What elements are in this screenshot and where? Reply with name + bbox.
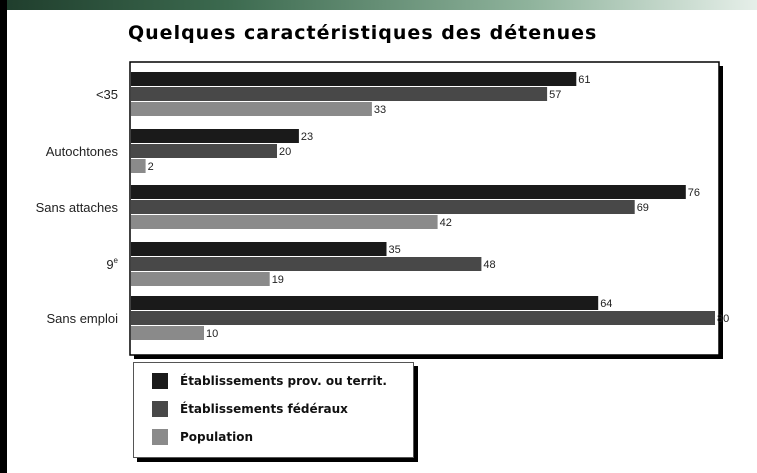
legend-box: Établissements prov. ou territ. Établiss…	[133, 362, 414, 458]
legend-swatch	[152, 401, 168, 417]
legend-swatch	[152, 373, 168, 389]
legend-label: Établissements fédéraux	[180, 402, 348, 416]
left-border-bar	[0, 0, 7, 473]
bar	[131, 159, 146, 173]
value-labels-group: 61 57 33 23 20 2 76 69 42 35 48 19 64 80 10	[148, 74, 730, 340]
top-gradient-bar	[0, 0, 757, 10]
bar	[131, 257, 482, 271]
category-labels-group: <35 Autochtones Sans attaches 9e Sans emploi	[36, 87, 119, 326]
chart-title: Quelques caractéristiques des détenues	[128, 22, 598, 44]
legend-label: Population	[180, 430, 254, 444]
value-label: 19	[272, 274, 284, 286]
bar	[131, 311, 715, 325]
legend-item: Établissements fédéraux	[152, 399, 348, 419]
value-label: 2	[148, 161, 154, 173]
bar	[131, 129, 299, 143]
value-label: 42	[440, 217, 452, 229]
category-label: Autochtones	[46, 144, 119, 159]
value-label: 80	[717, 313, 729, 325]
value-label: 20	[279, 146, 291, 158]
legend-item: Établissements prov. ou territ.	[152, 371, 387, 391]
category-label: Sans attaches	[36, 200, 119, 215]
bar	[131, 200, 635, 214]
value-label: 69	[637, 202, 649, 214]
bar	[131, 272, 270, 286]
value-label: 48	[483, 259, 495, 271]
bar	[131, 185, 686, 199]
value-label: 35	[389, 244, 401, 256]
bars-group	[131, 72, 715, 340]
legend-swatch	[152, 429, 168, 445]
value-label: 10	[206, 328, 218, 340]
value-label: 61	[578, 74, 590, 86]
value-label: 23	[301, 131, 313, 143]
bar	[131, 296, 599, 310]
legend-item: Population	[152, 427, 253, 447]
category-label: <35	[96, 87, 118, 102]
bar	[131, 102, 372, 116]
category-label: Sans emploi	[46, 311, 118, 326]
value-label: 33	[374, 104, 386, 116]
bar	[131, 242, 387, 256]
value-label: 57	[549, 89, 561, 101]
value-label: 64	[600, 298, 612, 310]
legend-label: Établissements prov. ou territ.	[180, 374, 387, 388]
bar	[131, 215, 438, 229]
category-label: 9e	[106, 256, 118, 272]
bar	[131, 72, 577, 86]
bar	[131, 326, 204, 340]
bar	[131, 144, 277, 158]
value-label: 76	[688, 187, 700, 199]
bar	[131, 87, 548, 101]
